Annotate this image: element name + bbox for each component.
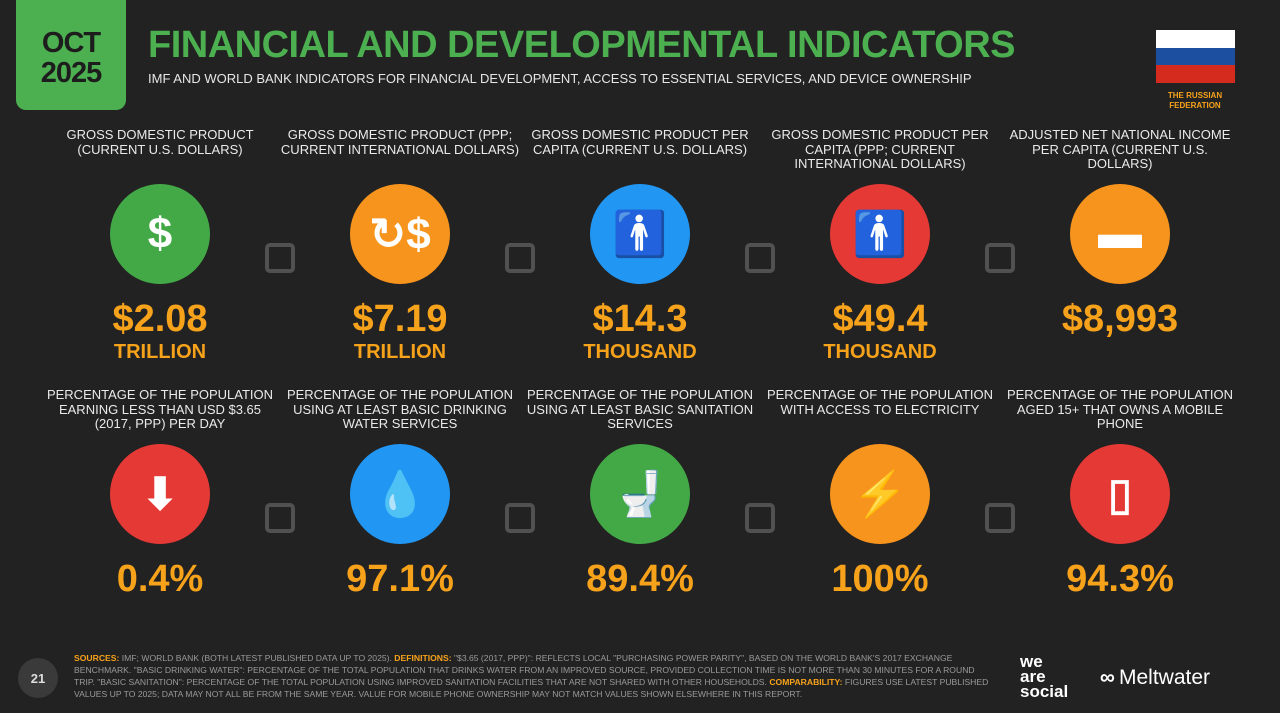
indicator-label: PERCENTAGE OF THE POPULATION EARNING LES…: [46, 387, 274, 431]
indicator-unit: TRILLION: [353, 341, 447, 363]
country-name: THE RUSSIAN FEDERATION: [1167, 91, 1223, 110]
indicator-row2-0: PERCENTAGE OF THE POPULATION EARNING LES…: [40, 387, 280, 600]
indicator-row2-1: PERCENTAGE OF THE POPULATION USING AT LE…: [280, 387, 520, 600]
page-subtitle: IMF AND WORLD BANK INDICATORS FOR FINANC…: [148, 71, 972, 86]
indicator-unit: TRILLION: [113, 341, 207, 363]
footer-notes: SOURCES: IMF; WORLD BANK (BOTH LATEST PU…: [74, 653, 989, 699]
watermark-icon: [265, 243, 295, 273]
indicator-value: $49.4: [832, 298, 928, 340]
person-exchange-icon: 🚹: [830, 184, 930, 284]
person-dollar-icon: 🚹: [590, 184, 690, 284]
watermark-icon: [745, 503, 775, 533]
indicator-value: $14.3: [592, 298, 688, 340]
down-arrow-dollar-icon: ⬇: [110, 444, 210, 544]
indicator-label: GROSS DOMESTIC PRODUCT (CURRENT U.S. DOL…: [66, 127, 254, 157]
indicator-row1-4: ADJUSTED NET NATIONAL INCOME PER CAPITA …: [1000, 127, 1240, 340]
indicator-value: 97.1%: [346, 558, 454, 600]
lightning-icon: ⚡: [830, 444, 930, 544]
indicator-row2-4: PERCENTAGE OF THE POPULATION AGED 15+ TH…: [1000, 387, 1240, 600]
indicator-label: GROSS DOMESTIC PRODUCT PER CAPITA (PPP; …: [771, 127, 989, 171]
indicator-label: PERCENTAGE OF THE POPULATION WITH ACCESS…: [766, 387, 994, 417]
indicator-label: GROSS DOMESTIC PRODUCT PER CAPITA (CURRE…: [531, 127, 749, 157]
watermark-icon: [985, 503, 1015, 533]
indicator-unit: THOUSAND: [823, 341, 937, 363]
watermark-icon: [505, 243, 535, 273]
indicator-label: PERCENTAGE OF THE POPULATION USING AT LE…: [286, 387, 514, 431]
date-badge: OCT 2025: [16, 0, 126, 110]
indicator-value: $8,993: [1061, 298, 1179, 340]
indicator-label: GROSS DOMESTIC PRODUCT (PPP; CURRENT INT…: [280, 127, 520, 157]
indicator-value: $2.08: [112, 298, 208, 340]
dollar-badge-icon: $: [110, 184, 210, 284]
indicator-value: $7.19: [352, 298, 448, 340]
wallet-icon: ▬: [1070, 184, 1170, 284]
page-number: 21: [18, 658, 58, 698]
indicator-label: PERCENTAGE OF THE POPULATION USING AT LE…: [526, 387, 754, 431]
indicator-value: 0.4%: [116, 558, 204, 600]
indicator-row1-0: GROSS DOMESTIC PRODUCT (CURRENT U.S. DOL…: [40, 127, 280, 364]
toilet-icon: 🚽: [590, 444, 690, 544]
watermark-icon: [265, 503, 295, 533]
we-are-social-logo: we are social: [1020, 652, 1069, 701]
mobile-phone-icon: ▯: [1070, 444, 1170, 544]
dollar-exchange-icon: ↻$: [350, 184, 450, 284]
indicator-value: 100%: [831, 558, 929, 600]
russia-flag-icon: [1156, 30, 1235, 83]
watermark-icon: [745, 243, 775, 273]
watermark-icon: [985, 243, 1015, 273]
watermark-icon: [505, 503, 535, 533]
indicator-row2-3: PERCENTAGE OF THE POPULATION WITH ACCESS…: [760, 387, 1000, 600]
indicator-row1-2: GROSS DOMESTIC PRODUCT PER CAPITA (CURRE…: [520, 127, 760, 364]
indicator-row1-1: GROSS DOMESTIC PRODUCT (PPP; CURRENT INT…: [280, 127, 520, 364]
indicator-row2-2: PERCENTAGE OF THE POPULATION USING AT LE…: [520, 387, 760, 600]
indicator-label: PERCENTAGE OF THE POPULATION AGED 15+ TH…: [1006, 387, 1234, 431]
page-title: FINANCIAL AND DEVELOPMENTAL INDICATORS: [148, 24, 1016, 66]
indicator-value: 89.4%: [586, 558, 694, 600]
meltwater-logo: ∞ Meltwater: [1100, 666, 1211, 689]
indicator-value: 94.3%: [1066, 558, 1174, 600]
indicator-row1-3: GROSS DOMESTIC PRODUCT PER CAPITA (PPP; …: [760, 127, 1000, 364]
water-drop-icon: 💧: [350, 444, 450, 544]
indicator-label: ADJUSTED NET NATIONAL INCOME PER CAPITA …: [1009, 127, 1231, 171]
indicator-unit: THOUSAND: [583, 341, 697, 363]
